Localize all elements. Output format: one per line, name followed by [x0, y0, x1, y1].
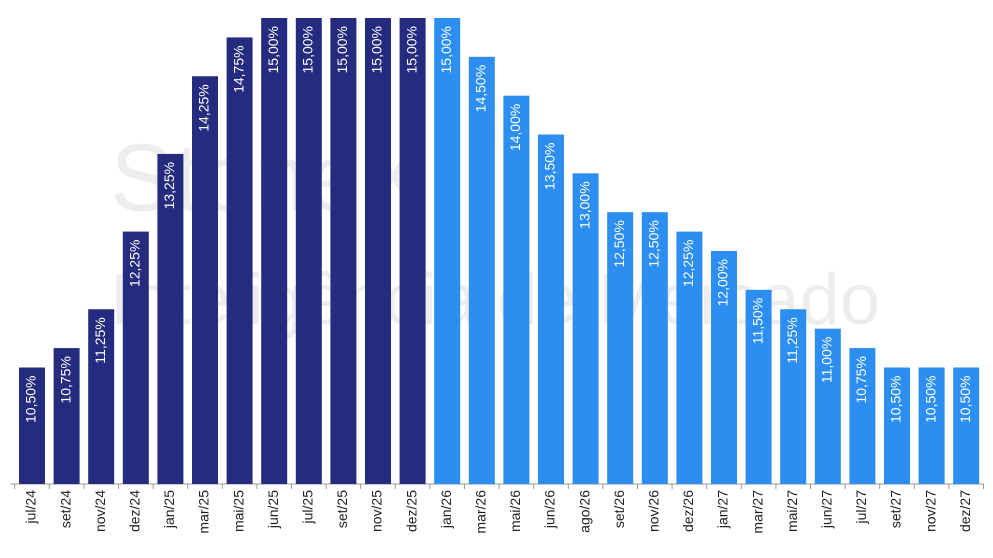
value-label: 10,50% — [888, 376, 904, 423]
value-label: 12,25% — [127, 240, 143, 287]
x-tick-label: nov/25 — [369, 490, 385, 532]
value-label: 12,00% — [715, 259, 731, 306]
x-tick-label: jun/26 — [542, 490, 558, 529]
x-tick-label: jul/24 — [23, 490, 39, 525]
value-label: 11,25% — [784, 317, 800, 363]
bar — [572, 173, 599, 485]
value-label: 10,50% — [922, 376, 938, 423]
x-tick-label: set/24 — [57, 490, 73, 528]
x-tick-label: mai/26 — [507, 490, 523, 532]
x-tick-label: mai/25 — [230, 490, 246, 532]
bar — [53, 348, 80, 484]
value-label: 15,00% — [369, 26, 385, 73]
bar — [19, 367, 45, 484]
bar — [261, 18, 288, 484]
value-label: 15,00% — [334, 26, 350, 73]
x-tick-label: set/26 — [611, 490, 627, 528]
bar — [849, 348, 876, 484]
bar — [884, 367, 910, 484]
value-label: 14,75% — [230, 45, 246, 92]
value-label: 15,00% — [300, 26, 316, 73]
bar — [918, 367, 945, 484]
bar — [814, 328, 841, 484]
bar — [399, 18, 426, 484]
value-label: 12,50% — [646, 220, 662, 267]
bar — [745, 289, 772, 484]
x-tick-label: mar/26 — [473, 490, 489, 534]
bar — [192, 76, 218, 484]
bar — [434, 18, 461, 484]
bar — [295, 18, 322, 484]
x-tick-label: dez/26 — [680, 490, 696, 532]
bar — [607, 212, 634, 484]
bar — [88, 309, 115, 484]
x-tick-label: nov/26 — [646, 490, 662, 532]
x-tick-label: set/27 — [888, 490, 904, 528]
value-label: 14,50% — [473, 65, 489, 112]
value-label: 13,00% — [576, 181, 592, 228]
bar — [953, 367, 980, 484]
bar — [330, 18, 357, 484]
value-label: 15,00% — [403, 26, 419, 73]
x-tick-label: mai/27 — [784, 490, 800, 532]
value-label: 15,00% — [438, 26, 454, 73]
bar — [538, 134, 564, 484]
x-tick-label: nov/24 — [92, 490, 108, 532]
value-label: 15,00% — [265, 26, 281, 73]
x-tick-label: dez/25 — [403, 490, 419, 532]
x-tick-label: dez/27 — [957, 490, 973, 532]
x-tick-label: jan/27 — [715, 490, 731, 529]
bar — [468, 56, 495, 484]
x-tick-label: jul/25 — [300, 490, 316, 525]
x-tick-label: mar/27 — [749, 490, 765, 534]
bar — [780, 309, 807, 484]
x-tick-label: nov/27 — [922, 490, 938, 532]
x-tick-label: set/25 — [334, 490, 350, 528]
x-tick-label: jul/27 — [853, 490, 869, 525]
x-tick-label: jun/25 — [265, 490, 281, 529]
x-tick-label: ago/26 — [576, 490, 592, 533]
value-label: 14,25% — [196, 84, 212, 131]
bar — [711, 251, 737, 484]
value-label: 11,00% — [819, 337, 835, 383]
x-tick-label: dez/24 — [127, 490, 143, 532]
bar — [226, 37, 253, 485]
value-label: 13,25% — [161, 162, 177, 209]
value-label: 10,50% — [957, 376, 973, 423]
bar — [503, 95, 530, 485]
bar — [365, 18, 391, 484]
value-label: 11,25% — [92, 317, 108, 363]
bar — [157, 153, 184, 484]
value-label: 10,50% — [23, 376, 39, 423]
value-label: 12,25% — [680, 240, 696, 287]
value-label: 13,50% — [542, 143, 558, 190]
value-label: 10,75% — [57, 356, 73, 403]
bar — [122, 231, 149, 484]
value-label: 11,50% — [749, 298, 765, 344]
x-tick-label: jan/25 — [161, 490, 177, 529]
x-tick-label: jun/27 — [819, 490, 835, 529]
value-label: 12,50% — [611, 220, 627, 267]
x-tick-label: jan/26 — [438, 490, 454, 529]
value-label: 10,75% — [853, 356, 869, 403]
x-tick-label: mar/25 — [196, 490, 212, 534]
value-label: 14,00% — [507, 104, 523, 151]
bar — [641, 212, 668, 484]
bar — [676, 231, 703, 484]
